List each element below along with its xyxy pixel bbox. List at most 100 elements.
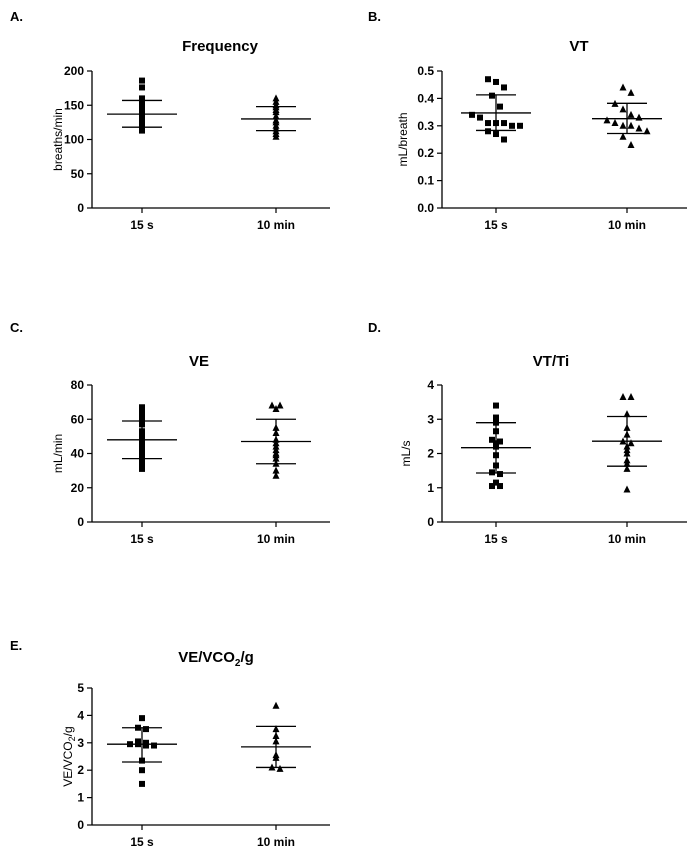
data-point: [272, 459, 280, 467]
data-point: [501, 136, 507, 143]
data-point: [139, 457, 145, 464]
y-tick-label: 3: [77, 736, 84, 750]
data-point: [627, 88, 635, 96]
data-point: [635, 124, 643, 132]
y-tick-label: 80: [71, 378, 85, 392]
data-point: [272, 471, 280, 479]
x-category-label: 10 min: [257, 218, 295, 232]
data-point: [643, 127, 651, 135]
data-point: [272, 731, 280, 739]
series-15-s: [107, 404, 177, 472]
data-point: [272, 132, 280, 140]
panel-label: E.: [10, 638, 22, 653]
data-point: [493, 120, 499, 127]
panel-label: D.: [368, 320, 381, 335]
data-point: [497, 483, 503, 490]
y-axis-label: mL/breath: [396, 112, 410, 166]
x-category-label: 10 min: [608, 532, 646, 546]
data-point: [268, 401, 276, 409]
chart-title: VT/Ti: [533, 353, 569, 370]
data-point: [611, 99, 619, 107]
data-point: [139, 460, 145, 467]
data-point: [485, 76, 491, 83]
data-point: [139, 450, 145, 457]
data-point: [493, 443, 499, 450]
data-point: [272, 725, 280, 733]
y-tick-label: 0.4: [417, 91, 434, 105]
y-tick-label: 4: [77, 708, 84, 722]
data-point: [272, 428, 280, 436]
data-point: [493, 428, 499, 435]
x-category-label: 10 min: [257, 835, 295, 849]
y-axis-label: VE/VCO2/g: [61, 726, 77, 786]
y-tick-label: 50: [71, 167, 85, 181]
data-point: [493, 452, 499, 459]
x-category-label: 15 s: [484, 218, 508, 232]
panel-a: A. Frequency 0 50 100 150 200 15 s 10 min breaths…: [10, 9, 330, 232]
y-axis-label: breaths/min: [51, 108, 65, 171]
data-point: [139, 404, 145, 411]
series-15-s: [461, 76, 531, 143]
data-point: [627, 121, 635, 129]
y-tick-label: 1: [427, 481, 434, 495]
data-point: [272, 753, 280, 761]
y-tick-label: 200: [64, 64, 84, 78]
panel-b: B. VT 0.0 0.1 0.2 0.3 0.4 0.5 15 s 10 min mL/breat…: [368, 9, 687, 232]
data-point: [627, 392, 635, 400]
y-tick-label: 0: [77, 818, 84, 832]
data-point: [493, 419, 499, 426]
data-point: [151, 742, 157, 749]
panel-label: C.: [10, 320, 23, 335]
series-10-min: [241, 401, 311, 479]
data-point: [272, 466, 280, 474]
y-tick-label: 0.0: [417, 201, 434, 215]
data-point: [139, 441, 145, 448]
data-point: [139, 447, 145, 454]
data-point: [623, 410, 631, 418]
data-point: [623, 430, 631, 438]
data-point: [497, 103, 503, 110]
data-point: [268, 763, 276, 771]
data-point: [139, 780, 145, 787]
data-point: [139, 127, 145, 134]
y-tick-label: 0: [77, 515, 84, 529]
data-point: [623, 423, 631, 431]
data-point: [143, 726, 149, 733]
series-10-min: [592, 392, 662, 493]
panel-c: C. VE 0 20 40 60 80 15 s 10 min mL/min: [10, 320, 330, 546]
data-point: [272, 737, 280, 745]
y-tick-label: 5: [77, 681, 84, 695]
data-point: [135, 741, 141, 748]
chart-title: Frequency: [182, 38, 259, 55]
series-10-min: [241, 94, 311, 140]
data-point: [477, 114, 483, 121]
x-category-label: 10 min: [257, 532, 295, 546]
data-point: [469, 111, 475, 118]
data-point: [497, 471, 503, 478]
series-15-s: [461, 402, 531, 490]
data-point: [619, 437, 627, 445]
data-point: [489, 469, 495, 476]
y-axis-label: mL/min: [51, 434, 65, 473]
data-point: [489, 92, 495, 99]
y-tick-label: 0.1: [417, 174, 434, 188]
y-axis-label: mL/s: [399, 440, 413, 466]
data-point: [272, 423, 280, 431]
data-point: [493, 414, 499, 421]
data-point: [139, 757, 145, 764]
y-tick-label: 40: [71, 447, 85, 461]
data-point: [139, 77, 145, 84]
data-point: [139, 124, 145, 131]
chart-title: VE: [189, 353, 209, 370]
data-point: [276, 764, 284, 772]
data-point: [139, 433, 145, 440]
data-point: [627, 439, 635, 447]
data-point: [619, 105, 627, 113]
chart-title: VT: [569, 38, 588, 55]
y-tick-label: 1: [77, 791, 84, 805]
data-point: [619, 132, 627, 140]
data-point: [493, 440, 499, 447]
data-point: [493, 131, 499, 138]
data-point: [619, 83, 627, 91]
data-point: [485, 120, 491, 127]
